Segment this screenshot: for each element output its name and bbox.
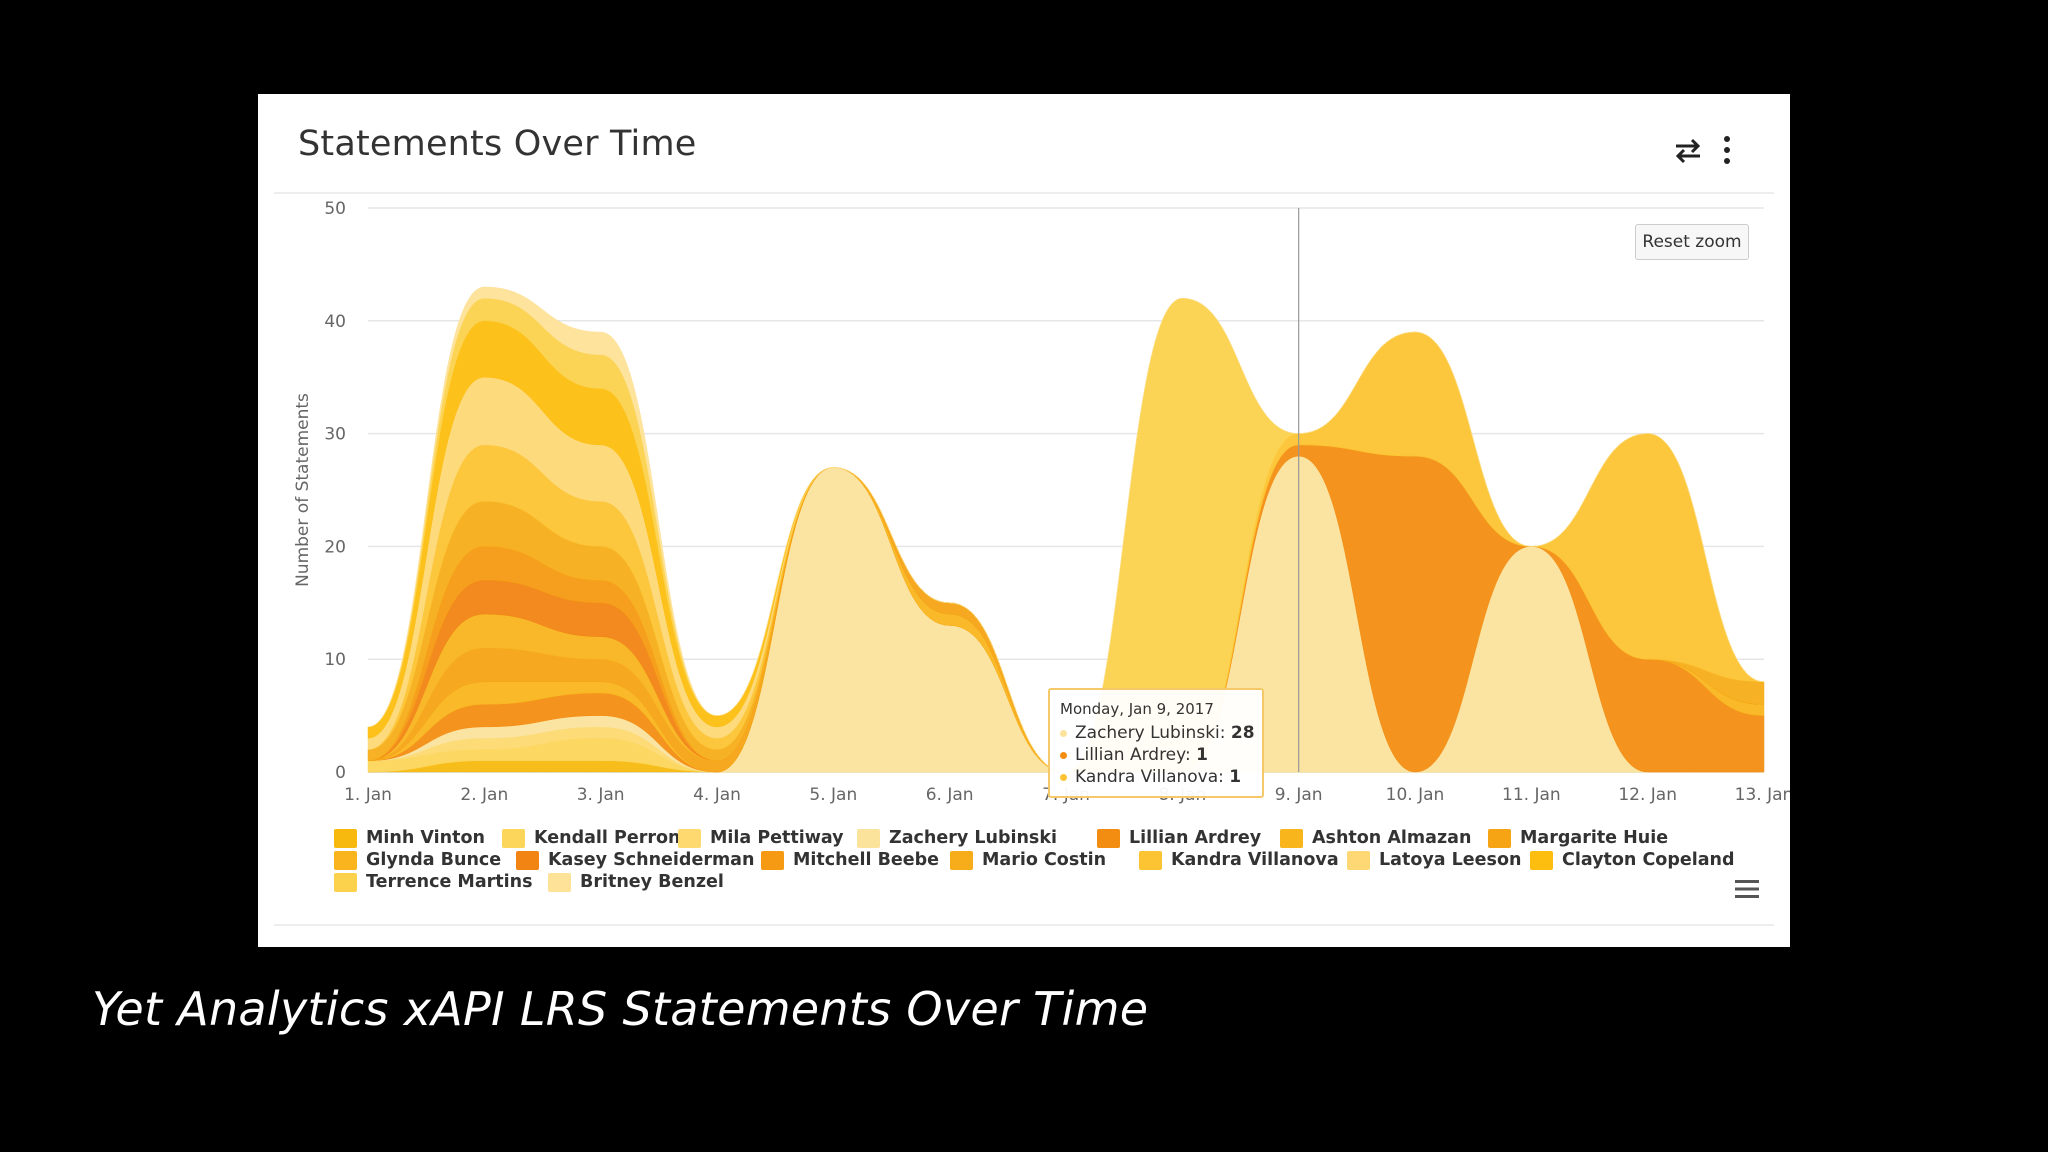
footer-divider: [274, 924, 1774, 926]
series-area-britney-benzel: [367, 286, 1765, 773]
legend-item-terrence-martins[interactable]: Terrence Martins: [334, 872, 533, 892]
reset-zoom-button[interactable]: Reset zoom: [1635, 224, 1749, 260]
streamgraph-chart: 0 10 20 30 40 50 1. Jan 2. Jan 3. Jan 4. Jan 5. Ja…: [293, 199, 1790, 805]
legend-swatch: [334, 850, 357, 870]
x-tick-label: 9. Jan: [1275, 785, 1323, 805]
x-tick-label: 12. Jan: [1618, 785, 1677, 805]
legend-item-clayton-copeland[interactable]: Clayton Copeland: [1530, 850, 1735, 870]
legend-item-britney-benzel[interactable]: Britney Benzel: [548, 872, 724, 892]
legend-item-kandra-villanova[interactable]: Kandra Villanova: [1139, 850, 1339, 870]
tooltip-series-name: Kandra Villanova:: [1075, 767, 1230, 787]
legend-label: Margarite Huie: [1520, 828, 1669, 848]
legend-swatch: [548, 872, 571, 892]
legend-label: Glynda Bunce: [366, 850, 502, 870]
legend-item-kasey-schneiderman[interactable]: Kasey Schneiderman: [516, 850, 754, 870]
tooltip-row: Zachery Lubinski: 28: [1060, 722, 1255, 744]
swap-arrows-icon[interactable]: [1672, 138, 1704, 164]
y-tick-label: 50: [324, 199, 346, 219]
legend-label: Mario Costin: [982, 850, 1107, 870]
x-tick-label: 5. Jan: [809, 785, 857, 805]
x-tick-label: 13. Jan: [1735, 785, 1790, 805]
tooltip-row: Kandra Villanova: 1: [1060, 766, 1252, 788]
legend-label: Kendall Perrone: [534, 828, 693, 848]
legend-swatch: [334, 872, 357, 892]
legend-item-mitchell-beebe[interactable]: Mitchell Beebe: [761, 850, 939, 870]
legend-item-mila-pettiway[interactable]: Mila Pettiway: [678, 828, 844, 848]
legend-item-ashton-almazan[interactable]: Ashton Almazan: [1280, 828, 1471, 848]
tooltip-date: Monday, Jan 9, 2017: [1060, 700, 1214, 718]
tooltip-series-value: 1: [1196, 745, 1208, 765]
legend-swatch: [857, 828, 880, 848]
y-tick-label: 30: [324, 425, 346, 445]
axes: 0 10 20 30 40 50 1. Jan 2. Jan 3. Jan 4. Jan 5. Ja…: [293, 199, 1790, 805]
vertical-dots-icon[interactable]: [1720, 134, 1734, 166]
legend-label: Zachery Lubinski: [889, 828, 1057, 848]
legend-label: Ashton Almazan: [1312, 828, 1472, 848]
legend-swatch: [334, 828, 357, 848]
legend-item-kendall-perrone[interactable]: Kendall Perrone: [502, 828, 692, 848]
x-tick-label: 3. Jan: [577, 785, 625, 805]
legend-swatch: [1530, 850, 1553, 870]
legend-item-mario-costin[interactable]: Mario Costin: [950, 850, 1106, 870]
tooltip-dot: [1060, 729, 1067, 737]
x-tick-label: 1. Jan: [344, 785, 392, 805]
y-tick-label: 10: [324, 650, 346, 670]
legend-swatch: [1280, 828, 1303, 848]
tooltip-row: Lillian Ardrey: 1: [1060, 744, 1252, 766]
legend-label: Clayton Copeland: [1562, 850, 1735, 870]
legend-label: Terrence Martins: [366, 872, 533, 892]
legend-label: Minh Vinton: [366, 828, 485, 848]
x-tick-label: 4. Jan: [693, 785, 741, 805]
chart-tooltip: Monday, Jan 9, 2017 Zachery Lubinski: 28…: [1048, 688, 1264, 798]
x-tick-label: 2. Jan: [460, 785, 508, 805]
legend-item-latoya-leeson[interactable]: Latoya Leeson: [1347, 850, 1521, 870]
legend-item-zachery-lubinski[interactable]: Zachery Lubinski: [857, 828, 1057, 848]
legend-item-lillian-ardrey[interactable]: Lillian Ardrey: [1097, 828, 1261, 848]
y-axis-title: Number of Statements: [293, 393, 313, 587]
legend-swatch: [1488, 828, 1511, 848]
y-tick-label: 0: [335, 763, 346, 783]
legend-label: Kasey Schneiderman: [548, 850, 755, 870]
tooltip-series-value: 1: [1229, 767, 1242, 787]
legend-swatch: [516, 850, 539, 870]
y-tick-label: 20: [324, 537, 346, 557]
legend-swatch: [1097, 828, 1120, 848]
legend-label: Mitchell Beebe: [793, 850, 940, 870]
legend-item-glynda-bunce[interactable]: Glynda Bunce: [334, 850, 501, 870]
legend-swatch: [761, 850, 784, 870]
legend-label: Mila Pettiway: [710, 828, 844, 848]
legend-swatch: [950, 850, 973, 870]
legend-item-margarite-huie[interactable]: Margarite Huie: [1488, 828, 1668, 848]
x-tick-label: 11. Jan: [1502, 785, 1561, 805]
legend-swatch: [1347, 850, 1370, 870]
tooltip-dot: [1060, 751, 1067, 759]
legend-label: Kandra Villanova: [1171, 850, 1339, 870]
tooltip-series-value: 28: [1230, 723, 1255, 743]
panel-title: Statements Over Time: [298, 124, 697, 164]
tooltip-series-name: Zachery Lubinski:: [1075, 723, 1231, 743]
legend-item-minh-vinton[interactable]: Minh Vinton: [334, 828, 485, 848]
legend-swatch: [1139, 850, 1162, 870]
tooltip-dot: [1060, 773, 1067, 781]
header-divider: [274, 192, 1774, 194]
legend-swatch: [678, 828, 701, 848]
tooltip-series-name: Lillian Ardrey:: [1075, 745, 1197, 765]
hamburger-menu-icon[interactable]: [1734, 878, 1760, 900]
series-areas: [367, 286, 1765, 773]
legend-label: Latoya Leeson: [1379, 850, 1522, 870]
y-tick-label: 40: [324, 312, 346, 332]
legend-label: Lillian Ardrey: [1129, 828, 1262, 848]
chart-panel: Statements Over Time 0 10 20 30 40 50 1. Jan 2.…: [258, 94, 1790, 947]
legend-label: Britney Benzel: [580, 872, 724, 892]
legend-swatch: [502, 828, 525, 848]
x-tick-label: 6. Jan: [926, 785, 974, 805]
x-tick-label: 10. Jan: [1386, 785, 1445, 805]
slide-caption: Yet Analytics xAPI LRS Statements Over T…: [92, 982, 1149, 1036]
